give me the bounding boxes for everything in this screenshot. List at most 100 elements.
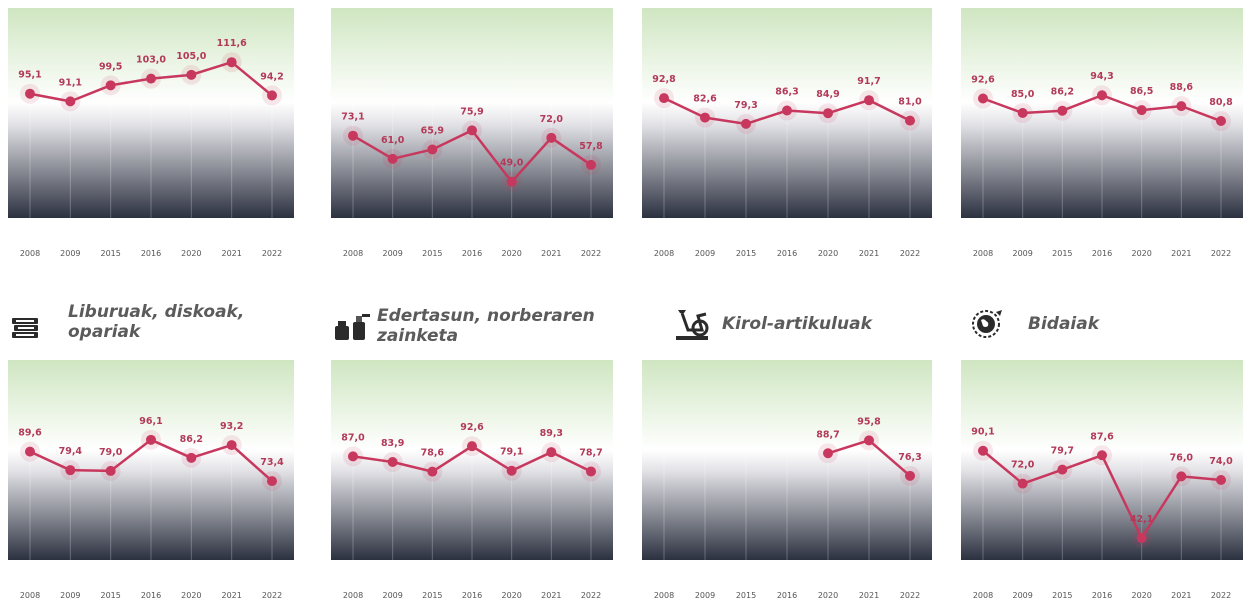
data-label: 99,5 [99, 61, 122, 72]
x-tick-label: 2021 [541, 591, 561, 600]
x-tick-label: 2022 [900, 591, 920, 600]
data-point [427, 466, 438, 477]
x-tick-label: 2016 [777, 591, 797, 600]
data-label: 96,1 [139, 416, 162, 427]
data-label: 79,0 [99, 447, 123, 458]
x-tick-label: 2021 [221, 249, 241, 258]
data-point [905, 115, 915, 126]
x-tick-label: 2016 [777, 249, 797, 258]
x-tick-label: 2022 [262, 249, 282, 258]
data-label: 78,7 [579, 447, 602, 458]
x-tick-label: 2008 [973, 591, 993, 600]
chart-panel-5: 89,6 79,4 79,0 96,1 86,2 93,2 73,4 2008 2009 2015… [8, 360, 294, 610]
data-label: 86,2 [1051, 87, 1074, 98]
x-tick-label: 2009 [382, 249, 402, 258]
category-title-beauty: Edertasun, norberaren zainketa [377, 306, 595, 346]
books-icon [10, 312, 40, 340]
data-point [1136, 105, 1147, 116]
x-tick-label: 2021 [1171, 591, 1191, 600]
data-point [267, 90, 277, 101]
data-label: 61,0 [381, 135, 405, 146]
data-point [25, 446, 35, 457]
data-point [506, 176, 517, 187]
data-point [105, 465, 116, 476]
data-label: 89,6 [18, 428, 42, 439]
chart-panel-4: 92,6 85,0 86,2 94,3 86,5 88,6 80,8 2008 2009 2015… [961, 8, 1243, 268]
data-label: 90,1 [971, 427, 994, 438]
exercise-bike-icon [672, 306, 712, 342]
x-tick-label: 2020 [1131, 591, 1151, 600]
line-chart-6: 87,0 83,9 78,6 92,6 79,1 89,3 78,7 2008 2009 2015… [331, 360, 613, 600]
data-point [267, 476, 277, 487]
data-label: 49,0 [500, 158, 524, 169]
data-label: 86,3 [775, 87, 798, 98]
data-point [546, 132, 557, 143]
x-tick-label: 2009 [60, 591, 80, 600]
data-label: 73,4 [260, 457, 284, 468]
data-label: 42,1 [1130, 514, 1153, 525]
data-point [65, 465, 76, 476]
data-point [586, 466, 596, 477]
data-point [1057, 464, 1068, 475]
x-tick-label: 2020 [818, 591, 838, 600]
data-point [348, 451, 358, 462]
data-label: 103,0 [136, 55, 166, 66]
x-tick-label: 2020 [818, 249, 838, 258]
x-tick-label: 2015 [736, 249, 756, 258]
chart-panel-1: 95,1 91,1 99,5 103,0 105,0 111,6 94,2 2008 2009 2… [8, 8, 294, 268]
data-point [25, 88, 35, 99]
data-point [226, 57, 237, 68]
x-tick-label: 2016 [462, 249, 482, 258]
data-label: 87,6 [1090, 431, 1114, 442]
plot-background [642, 360, 932, 560]
data-point [1176, 101, 1187, 112]
data-point [1176, 471, 1187, 482]
data-label: 105,0 [176, 51, 206, 62]
category-title-books: Liburuak, diskoak, opariak [68, 302, 245, 342]
data-label: 72,0 [1011, 460, 1035, 471]
data-point [146, 73, 156, 84]
x-tick-label: 2008 [20, 591, 40, 600]
data-label: 86,2 [180, 434, 203, 445]
data-point [1216, 116, 1226, 127]
line-chart-3: 92,8 82,6 79,3 86,3 84,9 91,7 81,0 2008 2009 2015… [642, 8, 932, 258]
data-label: 76,3 [898, 452, 921, 463]
x-tick-label: 2009 [1012, 249, 1032, 258]
data-label: 79,7 [1051, 446, 1074, 457]
x-tick-label: 2015 [736, 591, 756, 600]
x-tick-label: 2022 [581, 249, 601, 258]
data-point [700, 112, 710, 123]
data-label: 93,2 [220, 421, 243, 432]
data-label: 89,3 [540, 428, 563, 439]
x-tick-label: 2021 [541, 249, 561, 258]
data-label: 76,0 [1170, 452, 1194, 463]
data-point [1057, 105, 1068, 116]
data-label: 83,9 [381, 438, 404, 449]
line-chart-1: 95,1 91,1 99,5 103,0 105,0 111,6 94,2 2008 2009 2… [8, 8, 294, 258]
x-tick-label: 2016 [1092, 591, 1112, 600]
data-point [978, 445, 988, 456]
data-label: 80,8 [1209, 97, 1233, 108]
data-label: 78,6 [421, 448, 445, 459]
x-tick-label: 2009 [382, 591, 402, 600]
data-point [1097, 90, 1107, 101]
data-label: 88,6 [1170, 82, 1194, 93]
data-point [823, 448, 833, 459]
data-label: 72,0 [540, 114, 564, 125]
data-point [864, 95, 874, 106]
data-label: 88,7 [816, 429, 839, 440]
data-point [546, 447, 557, 458]
data-label: 94,3 [1090, 71, 1113, 82]
x-tick-label: 2021 [1171, 249, 1191, 258]
x-tick-label: 2009 [695, 591, 715, 600]
x-tick-label: 2020 [181, 591, 201, 600]
x-tick-label: 2021 [221, 591, 241, 600]
x-tick-label: 2022 [900, 249, 920, 258]
data-label: 91,1 [59, 77, 82, 88]
x-tick-label: 2009 [1012, 591, 1032, 600]
chart-panel-3: 92,8 82,6 79,3 86,3 84,9 91,7 81,0 2008 2009 2015… [642, 8, 932, 268]
data-label: 95,1 [18, 70, 41, 81]
x-tick-label: 2016 [141, 591, 161, 600]
data-point [659, 93, 669, 104]
data-label: 75,9 [460, 106, 483, 117]
